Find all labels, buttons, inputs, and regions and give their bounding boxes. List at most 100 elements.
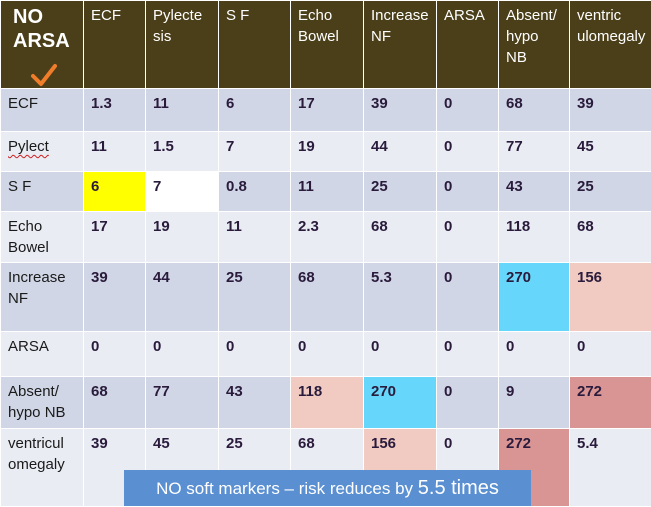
table-cell: 0 xyxy=(499,332,570,377)
table-cell: 68 xyxy=(570,212,651,263)
table-cell: 68 xyxy=(291,263,364,332)
column-header-ecf: ECF xyxy=(84,1,146,89)
table-cell: 17 xyxy=(84,212,146,263)
row-header-echo-bowel: Echo Bowel xyxy=(1,212,84,263)
row-header-increase-nf: Increase NF xyxy=(1,263,84,332)
row-header-ventriculomegaly-line-1: ventricul xyxy=(8,433,76,454)
table-cell: 0 xyxy=(437,263,499,332)
table-cell: 25 xyxy=(364,172,437,212)
column-header-pylectesis-line-1: Pylecte xyxy=(153,5,211,26)
table-cell: 19 xyxy=(146,212,219,263)
row-header-echo-bowel-line-1: Echo xyxy=(8,216,76,237)
table-cell: 5.3 xyxy=(364,263,437,332)
row-header-ecf-line: ECF xyxy=(8,93,76,114)
table-cell: 9 xyxy=(499,377,570,429)
column-header-ecf-line: ECF xyxy=(91,5,138,26)
table-cell-highlighted: 6 xyxy=(84,172,146,212)
table-row: Absent/ hypo NB 68 77 43 118 270 0 9 272 xyxy=(1,377,651,429)
table-cell: 0 xyxy=(437,332,499,377)
header-row: NO ARSA ECF Pylecte sis S F Echo Bowel xyxy=(1,1,651,89)
table-cell: 0 xyxy=(84,332,146,377)
table-row: Echo Bowel 17 19 11 2.3 68 0 118 68 xyxy=(1,212,651,263)
table-cell: 0 xyxy=(570,332,651,377)
column-header-increase-nf: Increase NF xyxy=(364,1,437,89)
table-cell-highlighted: 270 xyxy=(499,263,570,332)
row-header-absent-hypo-nb-line-2: hypo NB xyxy=(8,402,76,423)
table-cell-highlighted: 118 xyxy=(291,377,364,429)
column-header-ventriculomegaly-line-2: ulomegaly xyxy=(577,26,644,47)
column-header-echo-bowel-line-2: Bowel xyxy=(298,26,356,47)
column-header-ventriculomegaly: ventric ulomegaly xyxy=(570,1,651,89)
corner-header: NO ARSA xyxy=(1,1,84,89)
table-cell: 0 xyxy=(146,332,219,377)
column-header-absent-hypo-nb-line-3: NB xyxy=(506,47,562,68)
column-header-arsa: ARSA xyxy=(437,1,499,89)
row-header-ventriculomegaly: ventricul omegaly xyxy=(1,429,84,507)
table-cell-highlighted: 156 xyxy=(570,263,651,332)
table-cell: 0 xyxy=(437,212,499,263)
table-cell-highlighted: 272 xyxy=(570,377,651,429)
table-cell: 11 xyxy=(291,172,364,212)
row-header-pylect: Pylect xyxy=(1,132,84,172)
table-cell: 0 xyxy=(219,332,291,377)
row-header-increase-nf-line-2: NF xyxy=(8,288,76,309)
spellcheck-underlined-text: Pylect xyxy=(8,138,49,155)
table-cell: 43 xyxy=(499,172,570,212)
table-cell: 0 xyxy=(437,377,499,429)
row-header-absent-hypo-nb: Absent/ hypo NB xyxy=(1,377,84,429)
corner-title-line1: NO xyxy=(13,5,76,29)
table-cell: 77 xyxy=(499,132,570,172)
table-cell: 11 xyxy=(219,212,291,263)
table-cell: 0 xyxy=(437,132,499,172)
row-header-pylect-line: Pylect xyxy=(8,136,76,157)
table-row: Increase NF 39 44 25 68 5.3 0 270 156 xyxy=(1,263,651,332)
row-header-arsa-line: ARSA xyxy=(8,336,76,357)
table-row: S F 6 7 0.8 11 25 0 43 25 xyxy=(1,172,651,212)
table-row: ARSA 0 0 0 0 0 0 0 0 xyxy=(1,332,651,377)
column-header-ventriculomegaly-line-1: ventric xyxy=(577,5,644,26)
column-header-absent-hypo-nb: Absent/ hypo NB xyxy=(499,1,570,89)
column-header-echo-bowel: Echo Bowel xyxy=(291,1,364,89)
table-cell: 44 xyxy=(146,263,219,332)
table-cell: 43 xyxy=(219,377,291,429)
corner-title-line2: ARSA xyxy=(13,29,76,53)
table-cell: 0 xyxy=(437,172,499,212)
column-header-increase-nf-line-1: Increase xyxy=(371,5,429,26)
table-cell: 2.3 xyxy=(291,212,364,263)
table-cell: 6 xyxy=(219,89,291,132)
table-cell: 68 xyxy=(84,377,146,429)
table-cell: 25 xyxy=(219,263,291,332)
table-cell: 39 xyxy=(570,89,651,132)
row-header-echo-bowel-line-2: Bowel xyxy=(8,237,76,258)
summary-banner: NO soft markers – risk reduces by 5.5 ti… xyxy=(124,470,531,506)
table-cell: 45 xyxy=(570,132,651,172)
table-cell: 1.5 xyxy=(146,132,219,172)
column-header-sf-line: S F xyxy=(226,5,283,26)
table-cell: 39 xyxy=(84,263,146,332)
summary-banner-factor: 5.5 times xyxy=(418,477,499,499)
column-header-pylectesis-line-2: sis xyxy=(153,26,211,47)
row-header-increase-nf-line-1: Increase xyxy=(8,267,76,288)
table-cell: 5.4 xyxy=(570,429,651,507)
row-header-ventriculomegaly-line-2: omegaly xyxy=(8,454,76,475)
table-cell: 118 xyxy=(499,212,570,263)
table-cell: 19 xyxy=(291,132,364,172)
row-header-arsa: ARSA xyxy=(1,332,84,377)
row-header-sf: S F xyxy=(1,172,84,212)
checkmark-icon xyxy=(31,63,57,87)
table-cell: 39 xyxy=(364,89,437,132)
table-cell: 0 xyxy=(364,332,437,377)
table-cell-highlighted: 270 xyxy=(364,377,437,429)
column-header-sf: S F xyxy=(219,1,291,89)
column-header-arsa-line: ARSA xyxy=(444,5,491,26)
column-header-pylectesis: Pylecte sis xyxy=(146,1,219,89)
column-header-absent-hypo-nb-line-1: Absent/ xyxy=(506,5,562,26)
table-cell: 44 xyxy=(364,132,437,172)
table-cell: 1.3 xyxy=(84,89,146,132)
row-header-ecf: ECF xyxy=(1,89,84,132)
table-cell: 7 xyxy=(219,132,291,172)
table-row: Pylect 11 1.5 7 19 44 0 77 45 xyxy=(1,132,651,172)
table-row: ECF 1.3 11 6 17 39 0 68 39 xyxy=(1,89,651,132)
table-cell: 25 xyxy=(570,172,651,212)
column-header-echo-bowel-line-1: Echo xyxy=(298,5,356,26)
